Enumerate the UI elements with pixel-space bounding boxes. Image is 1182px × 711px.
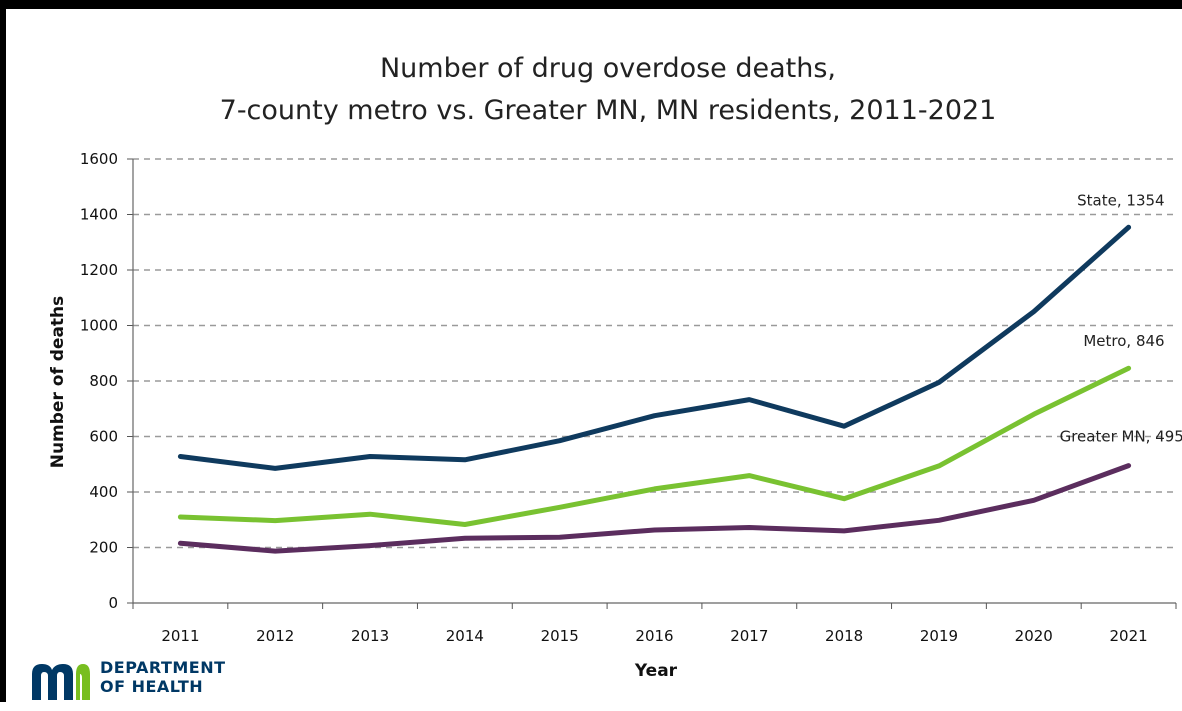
- x-tick-label: 2011: [161, 627, 199, 645]
- chart-title-line-2: 7-county metro vs. Greater MN, MN reside…: [220, 95, 997, 126]
- x-tick-label: 2014: [446, 627, 484, 645]
- x-axis-title: Year: [634, 661, 678, 681]
- logo-line-2: OF HEALTH: [100, 677, 204, 696]
- mn-department-of-health-logo: DEPARTMENT OF HEALTH: [30, 656, 230, 702]
- y-tick-label: 600: [89, 428, 118, 446]
- axes: [127, 158, 1177, 609]
- end-label-greater-mn: Greater MN, 495: [1060, 428, 1182, 446]
- y-tick-label: 1000: [80, 317, 118, 335]
- logo-line-1: DEPARTMENT: [100, 658, 226, 677]
- end-label-metro: Metro, 846: [1083, 332, 1164, 350]
- logo-text: DEPARTMENT OF HEALTH: [100, 658, 226, 696]
- x-tick-label: 2013: [351, 627, 389, 645]
- y-tick-label: 1200: [80, 261, 118, 279]
- y-tick-label: 0: [108, 594, 118, 612]
- series-end-labels: State, 1354 Metro, 846 Greater MN, 495: [1060, 191, 1182, 445]
- y-axis-title: Number of deaths: [48, 296, 68, 469]
- y-tick-label: 1600: [80, 150, 118, 168]
- series-line-metro: [177, 365, 1132, 527]
- line-chart: Number of drug overdose deaths, 7-county…: [48, 53, 1182, 681]
- series-line-greater-mn: [177, 463, 1132, 554]
- y-tick-label: 200: [89, 539, 118, 557]
- chart-title-line-1: Number of drug overdose deaths,: [380, 53, 836, 84]
- mn-logo-icon: [32, 664, 90, 700]
- x-tick-label: 2016: [635, 627, 673, 645]
- x-tick-label: 2020: [1015, 627, 1053, 645]
- y-tick-label: 800: [89, 372, 118, 390]
- x-tick-label: 2019: [920, 627, 958, 645]
- end-label-state: State, 1354: [1077, 191, 1164, 209]
- x-tick-label: 2015: [541, 627, 579, 645]
- y-tick-label: 1400: [80, 206, 118, 224]
- x-tick-label: 2017: [730, 627, 768, 645]
- y-tick-label: 400: [89, 483, 118, 501]
- x-tick-label: 2021: [1109, 627, 1147, 645]
- y-tick-labels: 0 200 400 600 800 1000 1200 1400 1600: [80, 150, 118, 612]
- series-lines: [177, 224, 1132, 554]
- x-tick-label: 2012: [256, 627, 294, 645]
- series-line-state: [177, 224, 1132, 471]
- gridlines: [133, 158, 1176, 549]
- x-tick-labels: 2011 2012 2013 2014 2015 2016 2017 2018 2019 2020…: [161, 627, 1147, 645]
- x-tick-label: 2018: [825, 627, 863, 645]
